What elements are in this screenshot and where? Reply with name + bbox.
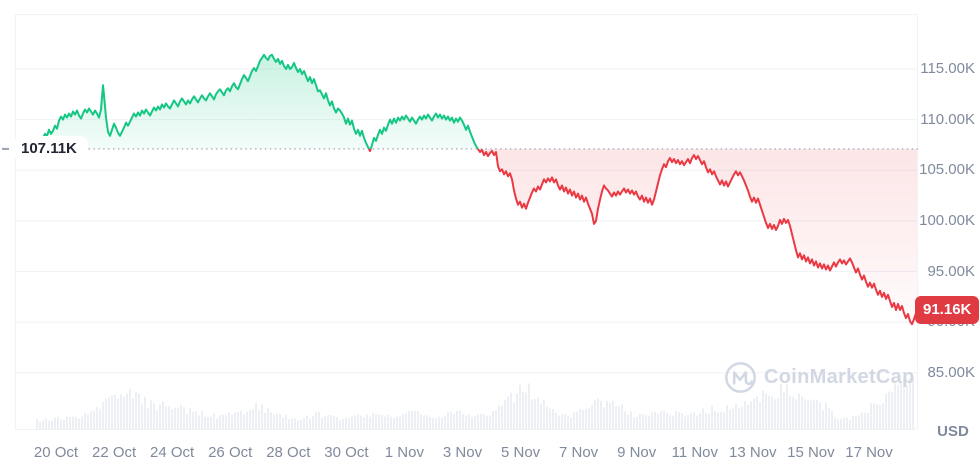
x-tick-label: 5 Nov <box>501 444 541 461</box>
baseline-price-label: 107.11K <box>13 136 88 162</box>
coinmarketcap-logo-icon <box>725 362 756 393</box>
x-tick-label: 20 Oct <box>33 444 79 461</box>
x-tick-label: 28 Oct <box>266 444 311 461</box>
volume-bars <box>36 378 914 430</box>
watermark-text: CoinMarketCap <box>764 366 915 388</box>
y-tick-label: 105.00K <box>919 161 975 179</box>
x-tick-label: 13 Nov <box>729 444 777 461</box>
x-tick-label: 15 Nov <box>787 444 835 461</box>
x-tick-label: 17 Nov <box>845 444 893 461</box>
y-tick-label: 110.00K <box>920 110 975 128</box>
y-tick-label: 85.00K <box>927 363 975 381</box>
x-tick-label: 22 Oct <box>92 444 137 461</box>
price-area <box>43 54 917 325</box>
watermark: CoinMarketCap <box>724 361 915 394</box>
last-price-badge: 91.16K <box>915 296 980 325</box>
y-tick-label: 115.00K <box>920 60 975 77</box>
y-tick-label: 95.00K <box>927 262 975 280</box>
x-tick-label: 3 Nov <box>442 444 483 461</box>
x-tick-label: 11 Nov <box>671 444 719 461</box>
price-line <box>42 53 918 326</box>
x-tick-label: 7 Nov <box>559 444 599 461</box>
x-tick-label: 9 Nov <box>617 444 657 461</box>
y-tick-label: 100.00K <box>919 211 975 229</box>
x-tick-label: 26 Oct <box>208 444 253 461</box>
x-tick-label: 1 Nov <box>384 444 424 461</box>
x-tick-label: 30 Oct <box>324 444 369 461</box>
currency-label: USD <box>937 423 969 440</box>
x-tick-label: 24 Oct <box>150 444 195 461</box>
